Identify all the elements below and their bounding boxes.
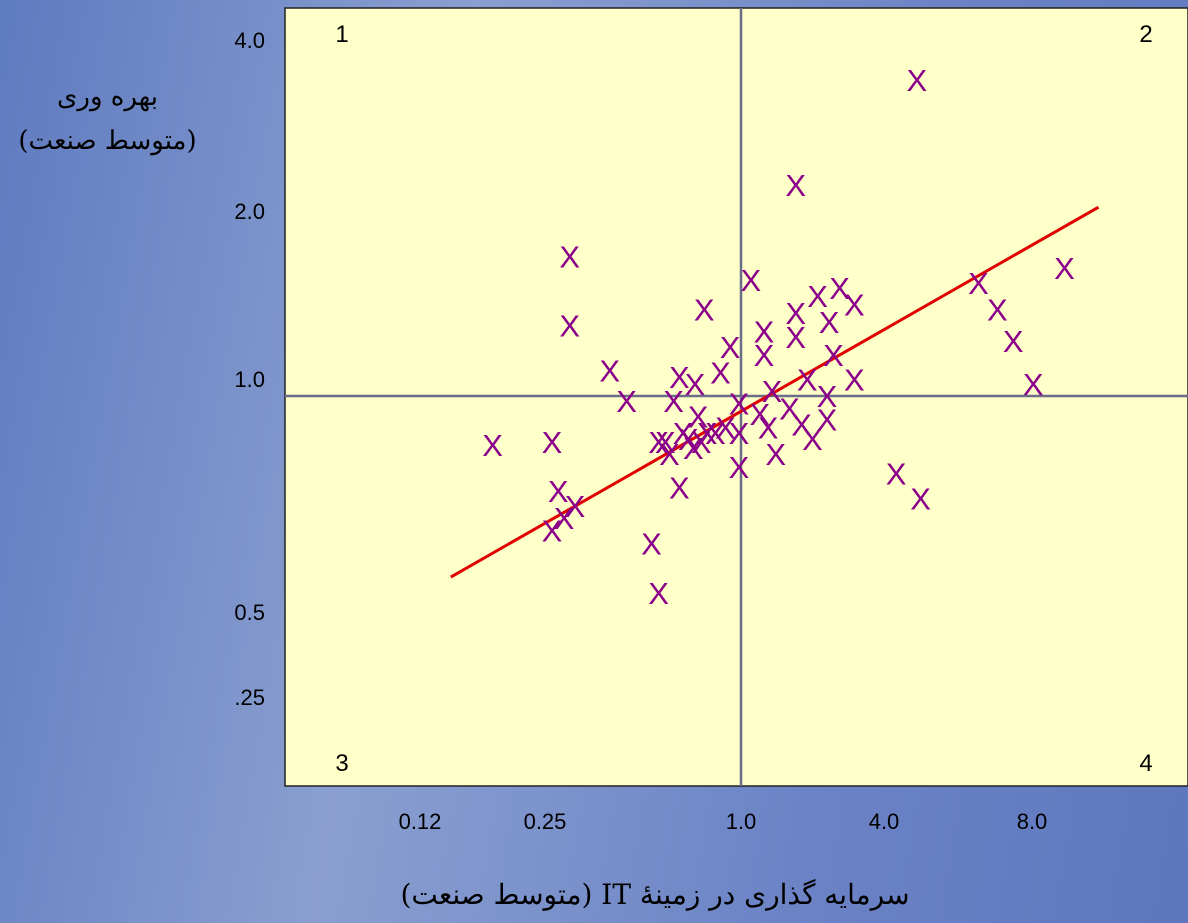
data-point: X: [817, 402, 838, 437]
data-point: X: [678, 422, 699, 457]
data-point: X: [807, 279, 828, 314]
y-axis-label: بهره وری (متوسط صنعت): [0, 75, 215, 163]
data-point: X: [559, 240, 580, 275]
data-point: X: [844, 362, 865, 397]
data-point: X: [691, 425, 712, 460]
data-point: X: [482, 428, 503, 463]
data-point: X: [791, 408, 812, 443]
data-point: X: [554, 501, 575, 536]
data-point: X: [648, 576, 669, 611]
quadrant-label-1: 1: [335, 21, 348, 48]
trend-line: [450, 205, 1100, 579]
data-point: X: [886, 457, 907, 492]
data-point: X: [729, 450, 750, 485]
data-point: X: [542, 513, 563, 548]
y-tick-label: 0.5: [234, 600, 265, 625]
data-point: X: [710, 355, 731, 390]
data-point: X: [685, 367, 706, 402]
x-tick-label: 4.0: [869, 809, 900, 834]
data-point: X: [1003, 324, 1024, 359]
y-tick-label: .25: [234, 685, 265, 710]
data-point: X: [802, 422, 823, 457]
data-point: X: [688, 400, 709, 435]
data-point: X: [694, 292, 715, 327]
data-point: X: [754, 314, 775, 349]
data-point: X: [829, 271, 850, 306]
data-point: X: [659, 437, 680, 472]
y-tick-label: 2.0: [234, 199, 265, 224]
x-tick-label: 8.0: [1017, 809, 1048, 834]
x-axis-label: سرمایه گذاری در زمینهٔ IT (متوسط صنعت): [400, 878, 910, 911]
data-point: X: [823, 338, 844, 373]
data-point: X: [797, 362, 818, 397]
x-tick-label: 0.12: [399, 809, 442, 834]
data-point: X: [616, 384, 637, 419]
y-axis-label-line2: (متوسط صنعت): [18, 126, 197, 156]
data-point: X: [655, 425, 676, 460]
data-point: X: [673, 416, 694, 451]
data-point: X: [705, 416, 726, 451]
x-tick-label: 0.25: [524, 809, 567, 834]
data-point: X: [765, 437, 786, 472]
data-point: X: [844, 287, 865, 322]
data-point: X: [1054, 251, 1075, 286]
quadrant-label-2: 2: [1139, 21, 1152, 48]
y-tick-label: 1.0: [234, 367, 265, 392]
y-tick-label: 4.0: [234, 28, 265, 53]
quadrant-label-3: 3: [335, 750, 348, 777]
data-point: X: [785, 168, 806, 203]
data-point: X: [785, 296, 806, 331]
data-point: X: [720, 330, 741, 365]
data-point: X: [648, 425, 669, 460]
x-tick-label: 1.0: [726, 809, 757, 834]
data-point: X: [683, 431, 704, 466]
data-point: X: [669, 471, 690, 506]
data-point: X: [762, 374, 783, 409]
data-point: X: [697, 416, 718, 451]
data-point: X: [641, 526, 662, 561]
data-point: X: [968, 266, 989, 301]
data-point: X: [542, 425, 563, 460]
data-point: X: [910, 482, 931, 517]
data-point: X: [559, 309, 580, 344]
data-point: X: [565, 489, 586, 524]
quadrant-label-4: 4: [1139, 750, 1152, 777]
data-point: X: [817, 379, 838, 414]
data-point: X: [987, 292, 1008, 327]
data-point: X: [715, 411, 736, 446]
data-point: X: [740, 263, 761, 298]
data-point: X: [1023, 367, 1044, 402]
data-point: X: [599, 353, 620, 388]
data-point: X: [663, 384, 684, 419]
data-point: X: [819, 305, 840, 340]
data-point: X: [785, 320, 806, 355]
data-point: X: [779, 392, 800, 427]
data-point: X: [749, 397, 770, 432]
data-point: X: [758, 411, 779, 446]
y-axis-label-line1: بهره وری: [57, 82, 158, 112]
data-point: X: [729, 416, 750, 451]
data-points: X XXXXXXXXXXXXXXXXXXXXXXXXXXXXXXXXXXXXXXX…: [482, 63, 1075, 611]
data-point: X: [729, 387, 750, 422]
data-point: X: [669, 360, 690, 395]
data-point: X: [754, 338, 775, 373]
data-point: X: [548, 474, 569, 509]
data-point: X: [907, 63, 928, 98]
